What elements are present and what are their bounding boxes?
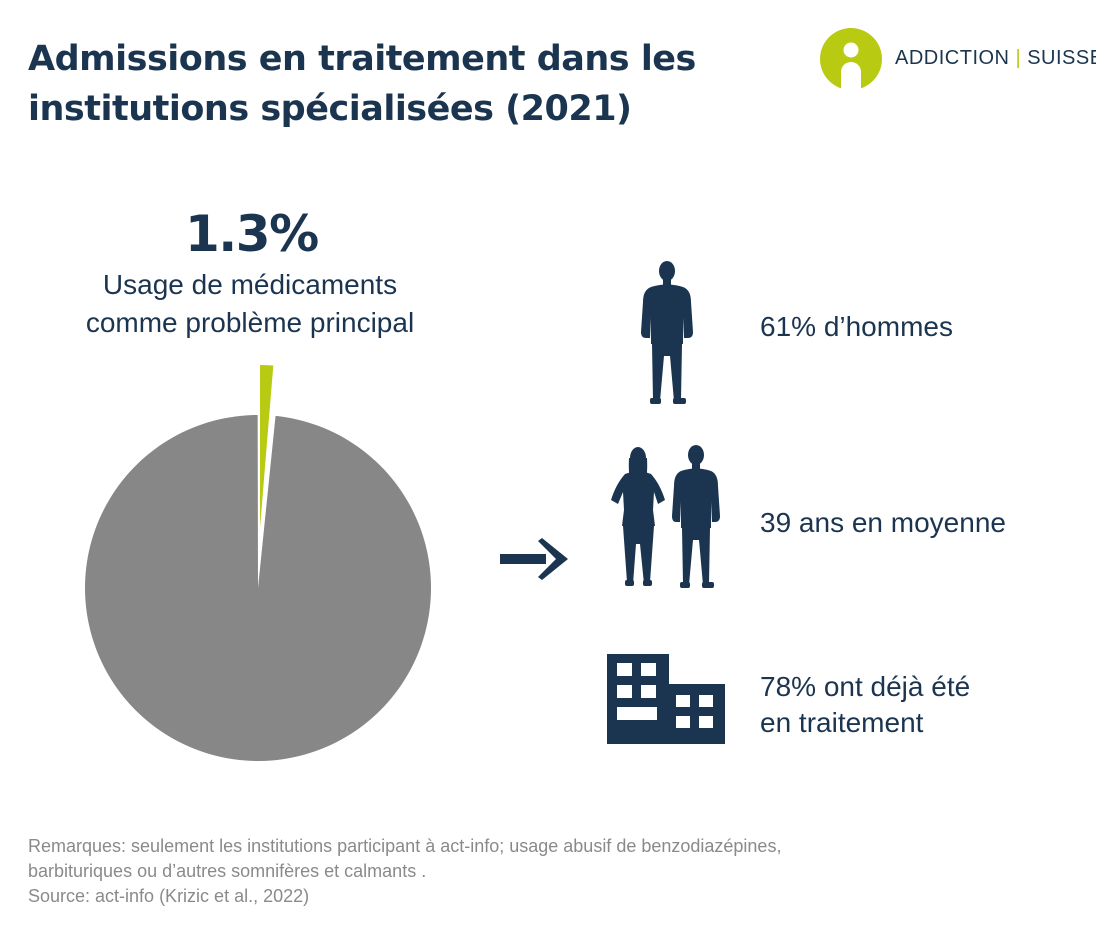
- stat-average-age: 39 ans en moyenne: [760, 507, 1006, 538]
- footnotes: Remarques: seulement les institutions pa…: [28, 834, 781, 909]
- stat-previous-treatment-line-1: 78% ont déjà été: [760, 671, 971, 702]
- man-silhouette: [672, 445, 720, 588]
- footnote-source: Source: act-info (Krizic et al., 2022): [28, 886, 310, 906]
- stat-previous-treatment: 78% ont déjà été en traitement: [760, 669, 970, 741]
- woman-silhouette: [611, 447, 665, 586]
- chart-title-line-1: Admissions en traitement dans les: [28, 39, 696, 79]
- chart-title: Admissions en traitement dans les instit…: [28, 34, 696, 134]
- pie-slice-rest: [85, 415, 432, 761]
- stat-men-share: 61% d’hommes: [760, 311, 953, 342]
- pie-slice-highlight: [260, 365, 274, 528]
- woman-and-man-icon: [611, 445, 720, 588]
- pie-description-line-1: Usage de médicaments: [102, 269, 398, 300]
- pie-description-line-2: comme problème principal: [85, 307, 415, 338]
- addiction-suisse-logo: ADDICTION | SUISSE: [820, 28, 1096, 90]
- footnote-remark-line-2: barbituriques ou d’autres somnifères et …: [28, 861, 427, 881]
- stat-previous-treatment-line-2: en traitement: [760, 707, 924, 738]
- logo-separator: |: [1015, 47, 1022, 69]
- logo-text-left: ADDICTION: [895, 47, 1010, 69]
- man-silhouette-icon: [641, 261, 693, 404]
- logo-wordmark: ADDICTION | SUISSE: [895, 47, 1096, 70]
- building-icon: [607, 654, 725, 744]
- logo-text-right: SUISSE: [1027, 47, 1096, 69]
- pie-percentage-label: 1.3%: [185, 205, 319, 263]
- footnote-remark-line-1: Remarques: seulement les institutions pa…: [28, 836, 782, 856]
- pie-description: Usage de médicaments comme problème prin…: [40, 266, 460, 342]
- chart-title-line-2: institutions spécialisées (2021): [28, 89, 632, 129]
- logo-mark-icon: [820, 28, 882, 90]
- arrow-right-icon: [500, 538, 568, 580]
